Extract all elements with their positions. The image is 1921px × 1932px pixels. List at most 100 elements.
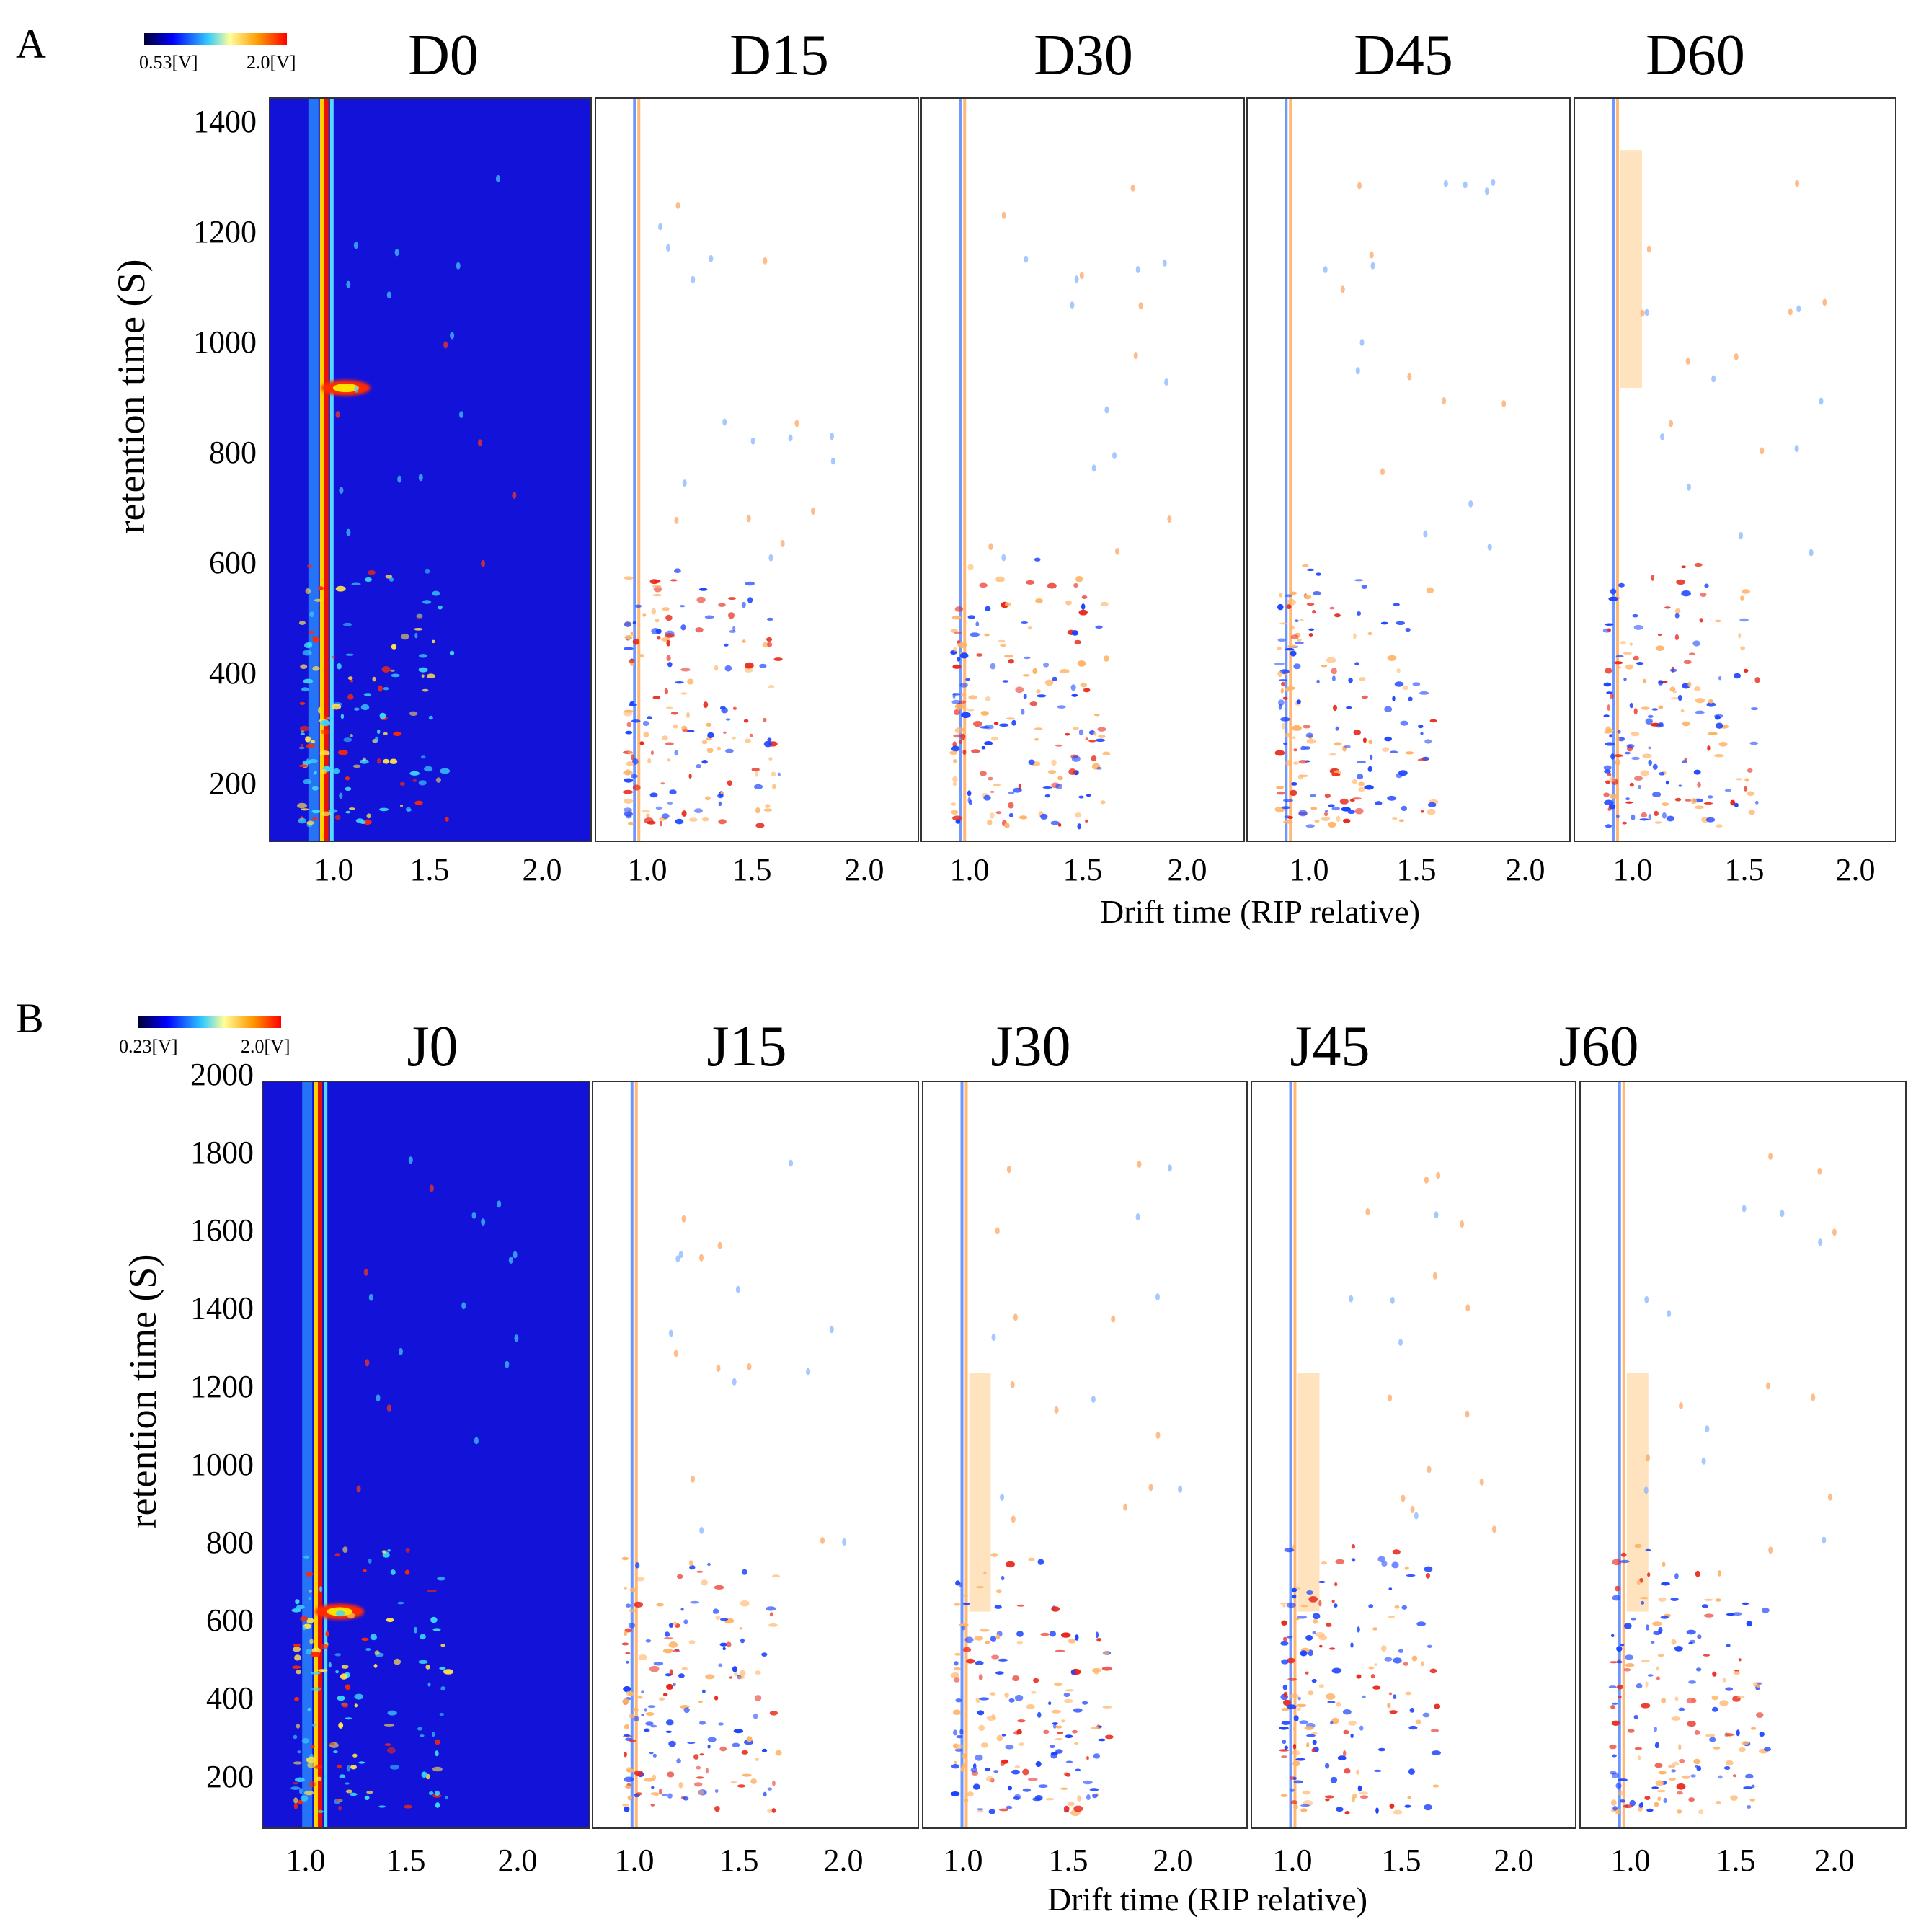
ims-spot xyxy=(687,1742,696,1745)
ims-spot xyxy=(953,734,963,738)
ims-spot xyxy=(1100,601,1109,607)
ims-spot xyxy=(701,1579,708,1586)
panel-a-ytick-label: 400 xyxy=(209,655,257,691)
ims-spot xyxy=(339,1774,346,1778)
ims-spot xyxy=(631,754,634,761)
ims-spot xyxy=(658,1697,665,1701)
ims-spot xyxy=(391,644,397,650)
ims-spot xyxy=(642,720,649,727)
ims-spot xyxy=(1290,1800,1298,1804)
ims-spot xyxy=(993,722,999,725)
ims-spot xyxy=(970,632,980,637)
ims-spot xyxy=(993,784,1001,786)
xtick-label-b1-2: 1.5 xyxy=(719,1843,759,1878)
ims-spot xyxy=(443,1669,453,1675)
ims-spot xyxy=(967,709,975,712)
ims-spot xyxy=(428,715,433,720)
ims-spot xyxy=(1277,638,1286,642)
ims-spot xyxy=(1178,1485,1183,1493)
ims-spot xyxy=(1330,1721,1334,1725)
ims-spot xyxy=(445,1795,448,1800)
ims-spot xyxy=(742,1569,747,1575)
ims-spot xyxy=(314,598,323,602)
ims-spot xyxy=(634,1601,644,1608)
ims-spot xyxy=(1674,613,1680,619)
ims-spot xyxy=(1620,1644,1625,1647)
ims-spot xyxy=(334,1653,342,1657)
ims-spot xyxy=(1756,1712,1764,1719)
ims-spot xyxy=(1312,1631,1316,1634)
ims-spot xyxy=(1008,791,1015,794)
ims-spot xyxy=(1332,675,1336,682)
ims-spot xyxy=(1044,794,1050,798)
ims-spot xyxy=(652,1753,657,1758)
ims-spot xyxy=(418,667,428,673)
ims-spot xyxy=(514,1334,519,1342)
ims-spot xyxy=(953,1729,957,1736)
ims-spot xyxy=(427,673,435,678)
ims-spot xyxy=(1491,178,1496,186)
ims-spot xyxy=(328,809,338,813)
ims-spot xyxy=(1296,699,1301,704)
subplot-title-b4: J60 xyxy=(1558,1015,1638,1078)
ims-spot xyxy=(1292,1544,1296,1550)
plot-bg xyxy=(921,98,1244,841)
ims-spot xyxy=(624,1587,628,1590)
ims-spot xyxy=(1055,1649,1065,1652)
ims-spot xyxy=(985,606,991,612)
ims-spot xyxy=(412,779,417,782)
ims-spot xyxy=(624,1785,632,1789)
ims-spot xyxy=(365,1359,370,1367)
rip-band-orange xyxy=(1289,98,1292,841)
ims-spot xyxy=(1434,1211,1439,1219)
ims-spot xyxy=(1102,751,1111,756)
ims-spot xyxy=(1036,694,1047,698)
ims-spot xyxy=(1718,1775,1723,1779)
ims-spot xyxy=(763,808,773,812)
ims-spot xyxy=(767,737,772,742)
ims-spot xyxy=(1328,804,1335,807)
ims-spot xyxy=(1086,1755,1089,1760)
ims-spot xyxy=(1302,1790,1311,1795)
ims-spot xyxy=(728,597,736,601)
panel-a-letter: A xyxy=(16,20,46,67)
ims-spot xyxy=(1294,1617,1300,1621)
ims-spot xyxy=(424,766,433,772)
ims-spot xyxy=(1336,1701,1341,1707)
ims-spot xyxy=(624,576,634,580)
plot-marks xyxy=(949,98,1172,841)
rip-band-blue xyxy=(960,1081,964,1828)
ims-spot xyxy=(397,1601,404,1605)
ims-spot xyxy=(1081,595,1088,599)
ims-spot xyxy=(1279,1727,1289,1730)
ims-spot xyxy=(978,1724,985,1732)
ims-spot xyxy=(698,1700,703,1703)
subplot-b2: J30 1.0 1.5 2.0 xyxy=(922,1015,1248,1878)
ims-spot xyxy=(1654,810,1659,817)
ims-spot xyxy=(1738,1747,1746,1752)
ims-spot xyxy=(449,650,455,656)
ims-spot xyxy=(842,1538,847,1546)
ims-spot xyxy=(763,740,772,748)
rip-band-orange xyxy=(964,1081,968,1828)
ims-spot xyxy=(1766,1382,1770,1390)
ims-spot xyxy=(428,1791,434,1795)
ims-spot xyxy=(1167,1164,1172,1172)
ims-spot xyxy=(662,735,668,741)
ims-spot xyxy=(1425,1573,1430,1579)
ims-spot xyxy=(628,659,635,663)
ims-spot xyxy=(991,1334,996,1342)
ims-spot xyxy=(386,291,391,299)
ims-spot xyxy=(303,779,311,784)
ims-spot xyxy=(1057,1732,1064,1734)
ims-spot xyxy=(365,577,372,582)
subplot-a2: D30 1.0 1.5 2.0 xyxy=(920,24,1245,887)
ims-spot xyxy=(631,719,641,723)
ims-spot xyxy=(1818,1238,1823,1246)
ims-spot xyxy=(1652,1621,1662,1626)
ims-spot xyxy=(1358,786,1365,792)
panel-b-ytick-label: 600 xyxy=(206,1603,254,1638)
ims-spot xyxy=(349,807,355,810)
xtick-label-b4-3: 2.0 xyxy=(1815,1843,1855,1878)
ims-spot xyxy=(1416,1719,1421,1724)
